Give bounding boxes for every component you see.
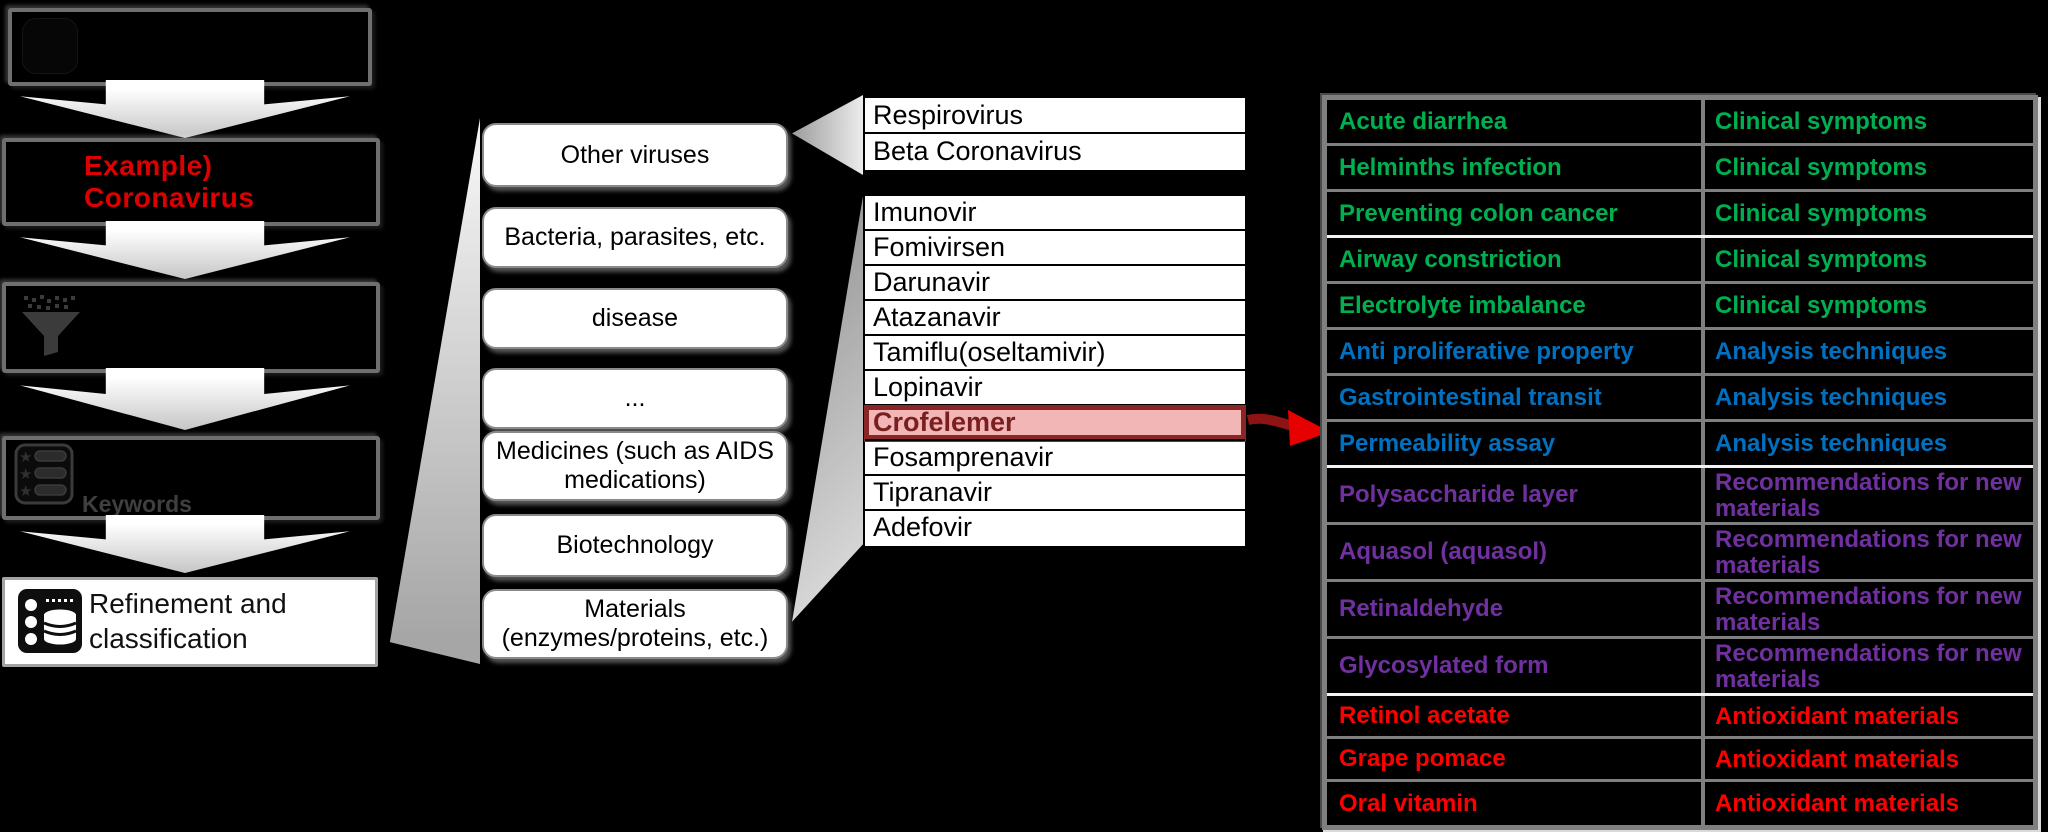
term-cell: Permeability assay	[1339, 429, 1556, 457]
pipeline-box-example: Example) Coronavirus	[2, 138, 380, 226]
mapping-row: Glycosylated form Recommendations for ne…	[1327, 639, 2033, 696]
beam-bottom-right	[792, 196, 863, 622]
term-cell: Electrolyte imbalance	[1339, 291, 1586, 319]
down-arrow-2	[20, 221, 350, 279]
category-box: disease	[482, 288, 788, 349]
category-cell: Analysis techniques	[1701, 422, 2033, 465]
svg-text:★: ★	[19, 482, 32, 500]
down-arrow-4	[20, 515, 350, 573]
drug-table: Imunovir Fomivirsen Darunavir Atazanavir Tam…	[863, 194, 1247, 548]
category-cell: Antioxidant materials	[1701, 739, 2033, 779]
category-cell: Antioxidant materials	[1701, 782, 2033, 825]
mapping-row: Helminths infection Clinical symptoms	[1327, 146, 2033, 192]
category-label: Biotechnology	[556, 531, 714, 560]
category-box: Bacteria, parasites, etc.	[482, 207, 788, 268]
category-cell: Antioxidant materials	[1701, 696, 2033, 736]
virus-row: Respirovirus	[865, 98, 1245, 134]
term-cell: Grape pomace	[1339, 745, 1506, 772]
database-icon	[18, 589, 82, 653]
keywords-label: Keywords	[82, 491, 192, 517]
mapping-row: Gastrointestinal transit Analysis techni…	[1327, 376, 2033, 422]
fan-beam-left	[389, 118, 480, 664]
drug-row: Tamiflu(oseltamivir)	[865, 336, 1245, 371]
drug-row: Darunavir	[865, 266, 1245, 301]
category-label: ...	[624, 384, 646, 413]
category-label: Medicines (such as AIDS medications)	[496, 437, 774, 494]
mapping-row: Aquasol (aquasol) Recommendations for ne…	[1327, 525, 2033, 582]
category-cell: Recommendations for new materials	[1701, 639, 2033, 693]
drug-row: Fomivirsen	[865, 231, 1245, 266]
svg-text:★: ★	[19, 465, 32, 483]
mapping-row: Anti proliferative property Analysis tec…	[1327, 330, 2033, 376]
pipeline-box-source	[8, 8, 372, 86]
mapping-row: Preventing colon cancer Clinical symptom…	[1327, 192, 2033, 238]
category-cell: Analysis techniques	[1701, 330, 2033, 373]
document-icon	[22, 18, 78, 74]
drug-row: Crofelemer	[865, 406, 1245, 441]
mapping-table: Acute diarrhea Clinical symptoms Helmint…	[1322, 95, 2038, 830]
category-box: Biotechnology	[482, 514, 788, 577]
beam-top-right	[792, 95, 863, 175]
mapping-row: Polysaccharide layer Recommendations for…	[1327, 468, 2033, 525]
mapping-row: Permeability assay Analysis techniques	[1327, 422, 2033, 468]
drug-row: Fosamprenavir	[865, 441, 1245, 476]
term-cell: Retinol acetate	[1339, 702, 1510, 729]
category-label: disease	[591, 304, 679, 333]
term-cell: Retinaldehyde	[1339, 595, 1504, 622]
down-arrow-1	[20, 80, 350, 138]
svg-text:★: ★	[19, 448, 32, 466]
virus-table: Respirovirus Beta Coronavirus	[863, 96, 1247, 172]
category-box: Other viruses	[482, 123, 788, 187]
term-cell: Glycosylated form	[1339, 652, 1549, 679]
category-cell: Clinical symptoms	[1701, 192, 2033, 235]
term-cell: Acute diarrhea	[1339, 107, 1508, 135]
example-coronavirus-label: Example) Coronavirus	[84, 150, 255, 213]
term-cell: Aquasol (aquasol)	[1339, 538, 1548, 565]
mapping-row: Retinol acetate Antioxidant materials	[1327, 696, 2033, 739]
term-cell: Helminths infection	[1339, 153, 1562, 181]
term-cell: Airway constriction	[1339, 245, 1562, 273]
drug-row: Atazanavir	[865, 301, 1245, 336]
pipeline-box-filter	[2, 282, 380, 373]
category-cell: Recommendations for new materials	[1701, 468, 2033, 522]
funnel-icon	[22, 295, 80, 356]
category-box: ...	[482, 368, 788, 429]
keyword-list-icon: ★★★	[14, 443, 74, 505]
drug-row: Lopinavir	[865, 371, 1245, 406]
drug-row: Tipranavir	[865, 476, 1245, 511]
term-cell: Anti proliferative property	[1339, 337, 1634, 365]
category-label: Materials (enzymes/proteins, etc.)	[501, 595, 769, 652]
mapping-row: Retinaldehyde Recommendations for new ma…	[1327, 582, 2033, 639]
category-label: Other viruses	[560, 140, 710, 169]
category-label: Bacteria, parasites, etc.	[504, 223, 766, 252]
mapping-row: Grape pomace Antioxidant materials	[1327, 739, 2033, 782]
refinement-label: Refinement and classification	[89, 588, 287, 654]
category-cell: Clinical symptoms	[1701, 238, 2033, 281]
term-cell: Polysaccharide layer	[1339, 481, 1578, 508]
down-arrow-3	[20, 368, 350, 430]
term-cell: Gastrointestinal transit	[1339, 383, 1602, 411]
mapping-row: Oral vitamin Antioxidant materials	[1327, 782, 2033, 825]
pipeline-box-refinement: Refinement and classification	[2, 577, 378, 667]
category-cell: Recommendations for new materials	[1701, 525, 2033, 579]
term-cell: Oral vitamin	[1339, 789, 1478, 817]
mapping-row: Acute diarrhea Clinical symptoms	[1327, 100, 2033, 146]
term-cell: Preventing colon cancer	[1339, 199, 1618, 227]
mapping-row: Airway constriction Clinical symptoms	[1327, 238, 2033, 284]
drug-row: Imunovir	[865, 196, 1245, 231]
drug-row: Adefovir	[873, 512, 973, 542]
category-box: Medicines (such as AIDS medications)	[482, 431, 788, 501]
category-cell: Clinical symptoms	[1701, 100, 2033, 143]
virus-row: Beta Coronavirus	[873, 136, 1082, 166]
category-cell: Analysis techniques	[1701, 376, 2033, 419]
crofelemer-highlight-arrow	[1246, 410, 1330, 446]
category-cell: Clinical symptoms	[1701, 284, 2033, 327]
mapping-row: Electrolyte imbalance Clinical symptoms	[1327, 284, 2033, 330]
category-cell: Recommendations for new materials	[1701, 582, 2033, 636]
category-box: Materials (enzymes/proteins, etc.)	[482, 589, 788, 659]
category-cell: Clinical symptoms	[1701, 146, 2033, 189]
pipeline-box-keywords: ★ ★ ★ Keywords	[2, 436, 380, 520]
